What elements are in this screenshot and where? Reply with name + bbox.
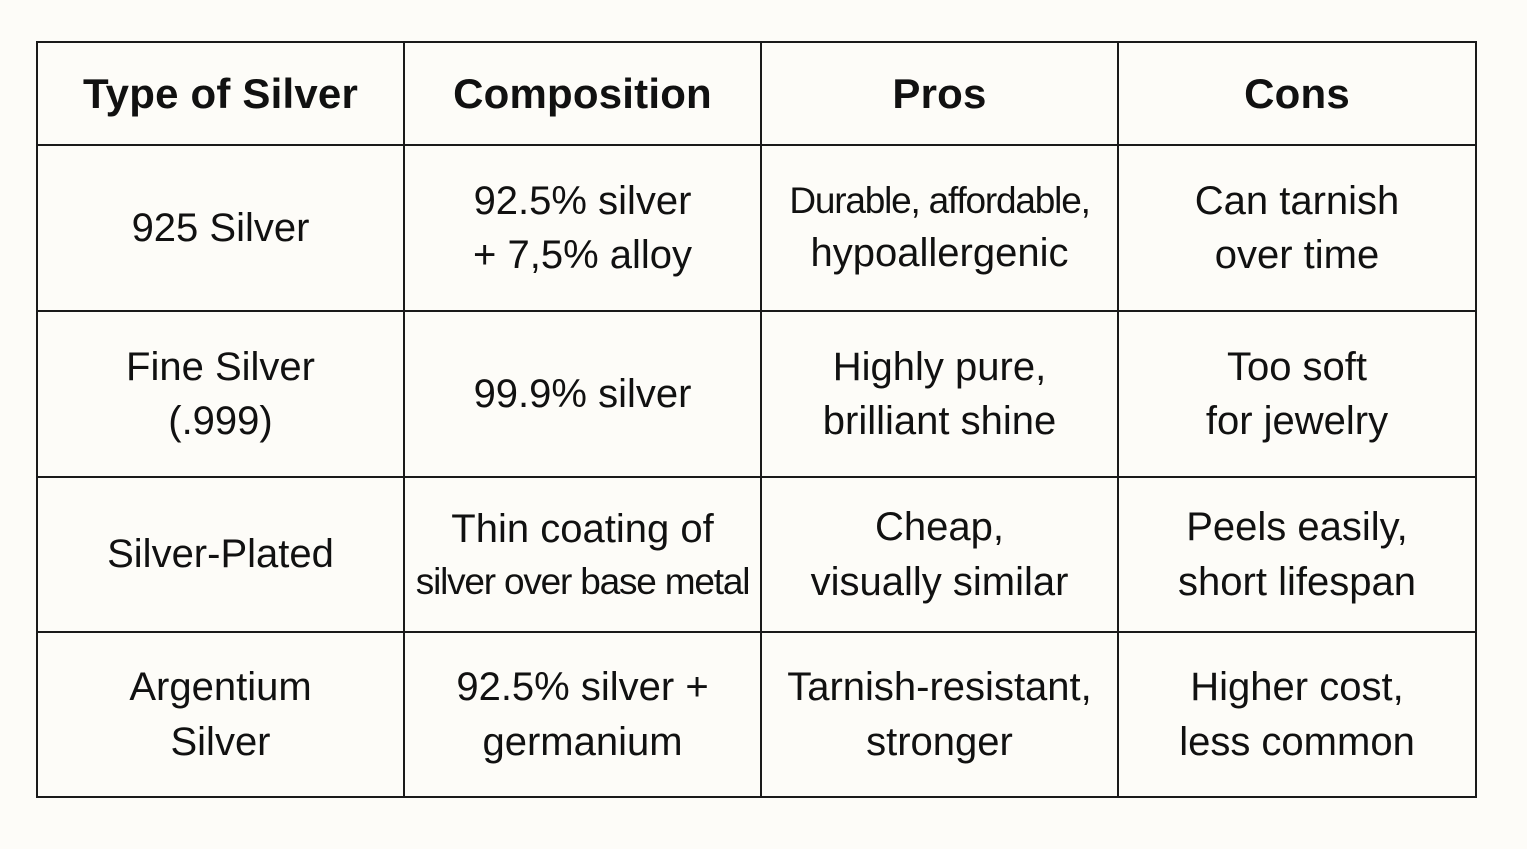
cell-composition: Thin coating of silver over base metal [403, 476, 762, 633]
cell-line: Highly pure, [832, 344, 1047, 389]
cell-line: germanium [482, 719, 683, 764]
cell-type: Fine Silver (.999) [36, 310, 405, 478]
cell-line: brilliant shine [822, 399, 1057, 443]
table-row: 925 Silver 92.5% silver + 7,5% alloy Dur… [36, 144, 1477, 312]
cell-line: Tarnish-resistant, [787, 665, 1092, 710]
cell-line: Durable, affordable, [789, 179, 1091, 221]
table-row: Argentium Silver 92.5% silver + germaniu… [36, 631, 1477, 798]
cell-line: Silver-Plated [107, 532, 334, 577]
table-header-row: Type of Silver Composition Pros Cons [36, 41, 1477, 146]
cell-pros: Cheap, visually similar [760, 476, 1119, 633]
cell-line: Fine Silver [126, 344, 315, 389]
cell-cons: Too soft for jewelry [1117, 310, 1477, 478]
cell-composition: 92.5% silver + 7,5% alloy [403, 144, 762, 312]
cell-pros: Highly pure, brilliant shine [760, 310, 1119, 478]
cell-line: Thin coating of [451, 507, 714, 552]
cell-type: Argentium Silver [36, 631, 405, 798]
cell-line: Too soft [1226, 344, 1368, 389]
cell-cons: Higher cost, less common [1117, 631, 1477, 798]
cell-cons: Can tarnish over time [1117, 144, 1477, 312]
cell-line: Silver [170, 719, 271, 764]
cell-line: Higher cost, [1190, 665, 1404, 710]
cell-line: + 7,5% alloy [472, 233, 693, 277]
cell-line: stronger [866, 719, 1013, 764]
header-cons: Cons [1117, 41, 1477, 146]
cell-line: 92.5% silver + [456, 665, 709, 710]
cell-line: 925 Silver [131, 205, 310, 250]
cell-type: 925 Silver [36, 144, 405, 312]
cell-line: visually similar [810, 559, 1069, 604]
cell-line: hypoallergenic [810, 230, 1069, 275]
cell-line: Argentium [129, 665, 312, 710]
silver-comparison-table: Type of Silver Composition Pros Cons 925… [36, 41, 1477, 798]
cell-line: Can tarnish [1194, 178, 1400, 223]
cell-type: Silver-Plated [36, 476, 405, 633]
cell-line: silver over base metal [415, 560, 751, 602]
cell-line: over time [1214, 233, 1380, 277]
cell-line: less common [1179, 719, 1415, 764]
cell-composition: 92.5% silver + germanium [403, 631, 762, 798]
header-type-of-silver: Type of Silver [36, 41, 405, 146]
cell-line: (.999) [168, 399, 273, 443]
cell-composition: 99.9% silver [403, 310, 762, 478]
header-composition: Composition [403, 41, 762, 146]
cell-line: for jewelry [1205, 399, 1389, 443]
cell-pros: Tarnish-resistant, stronger [760, 631, 1119, 798]
cell-line: 99.9% silver [473, 371, 692, 416]
cell-line: short lifespan [1178, 559, 1416, 604]
cell-line: 92.5% silver [473, 178, 692, 223]
table-row: Fine Silver (.999) 99.9% silver Highly p… [36, 310, 1477, 478]
cell-cons: Peels easily, short lifespan [1117, 476, 1477, 633]
cell-pros: Durable, affordable, hypoallergenic [760, 144, 1119, 312]
cell-line: Cheap, [875, 505, 1004, 550]
header-pros: Pros [760, 41, 1119, 146]
table-row: Silver-Plated Thin coating of silver ove… [36, 476, 1477, 633]
cell-line: Peels easily, [1186, 505, 1408, 550]
